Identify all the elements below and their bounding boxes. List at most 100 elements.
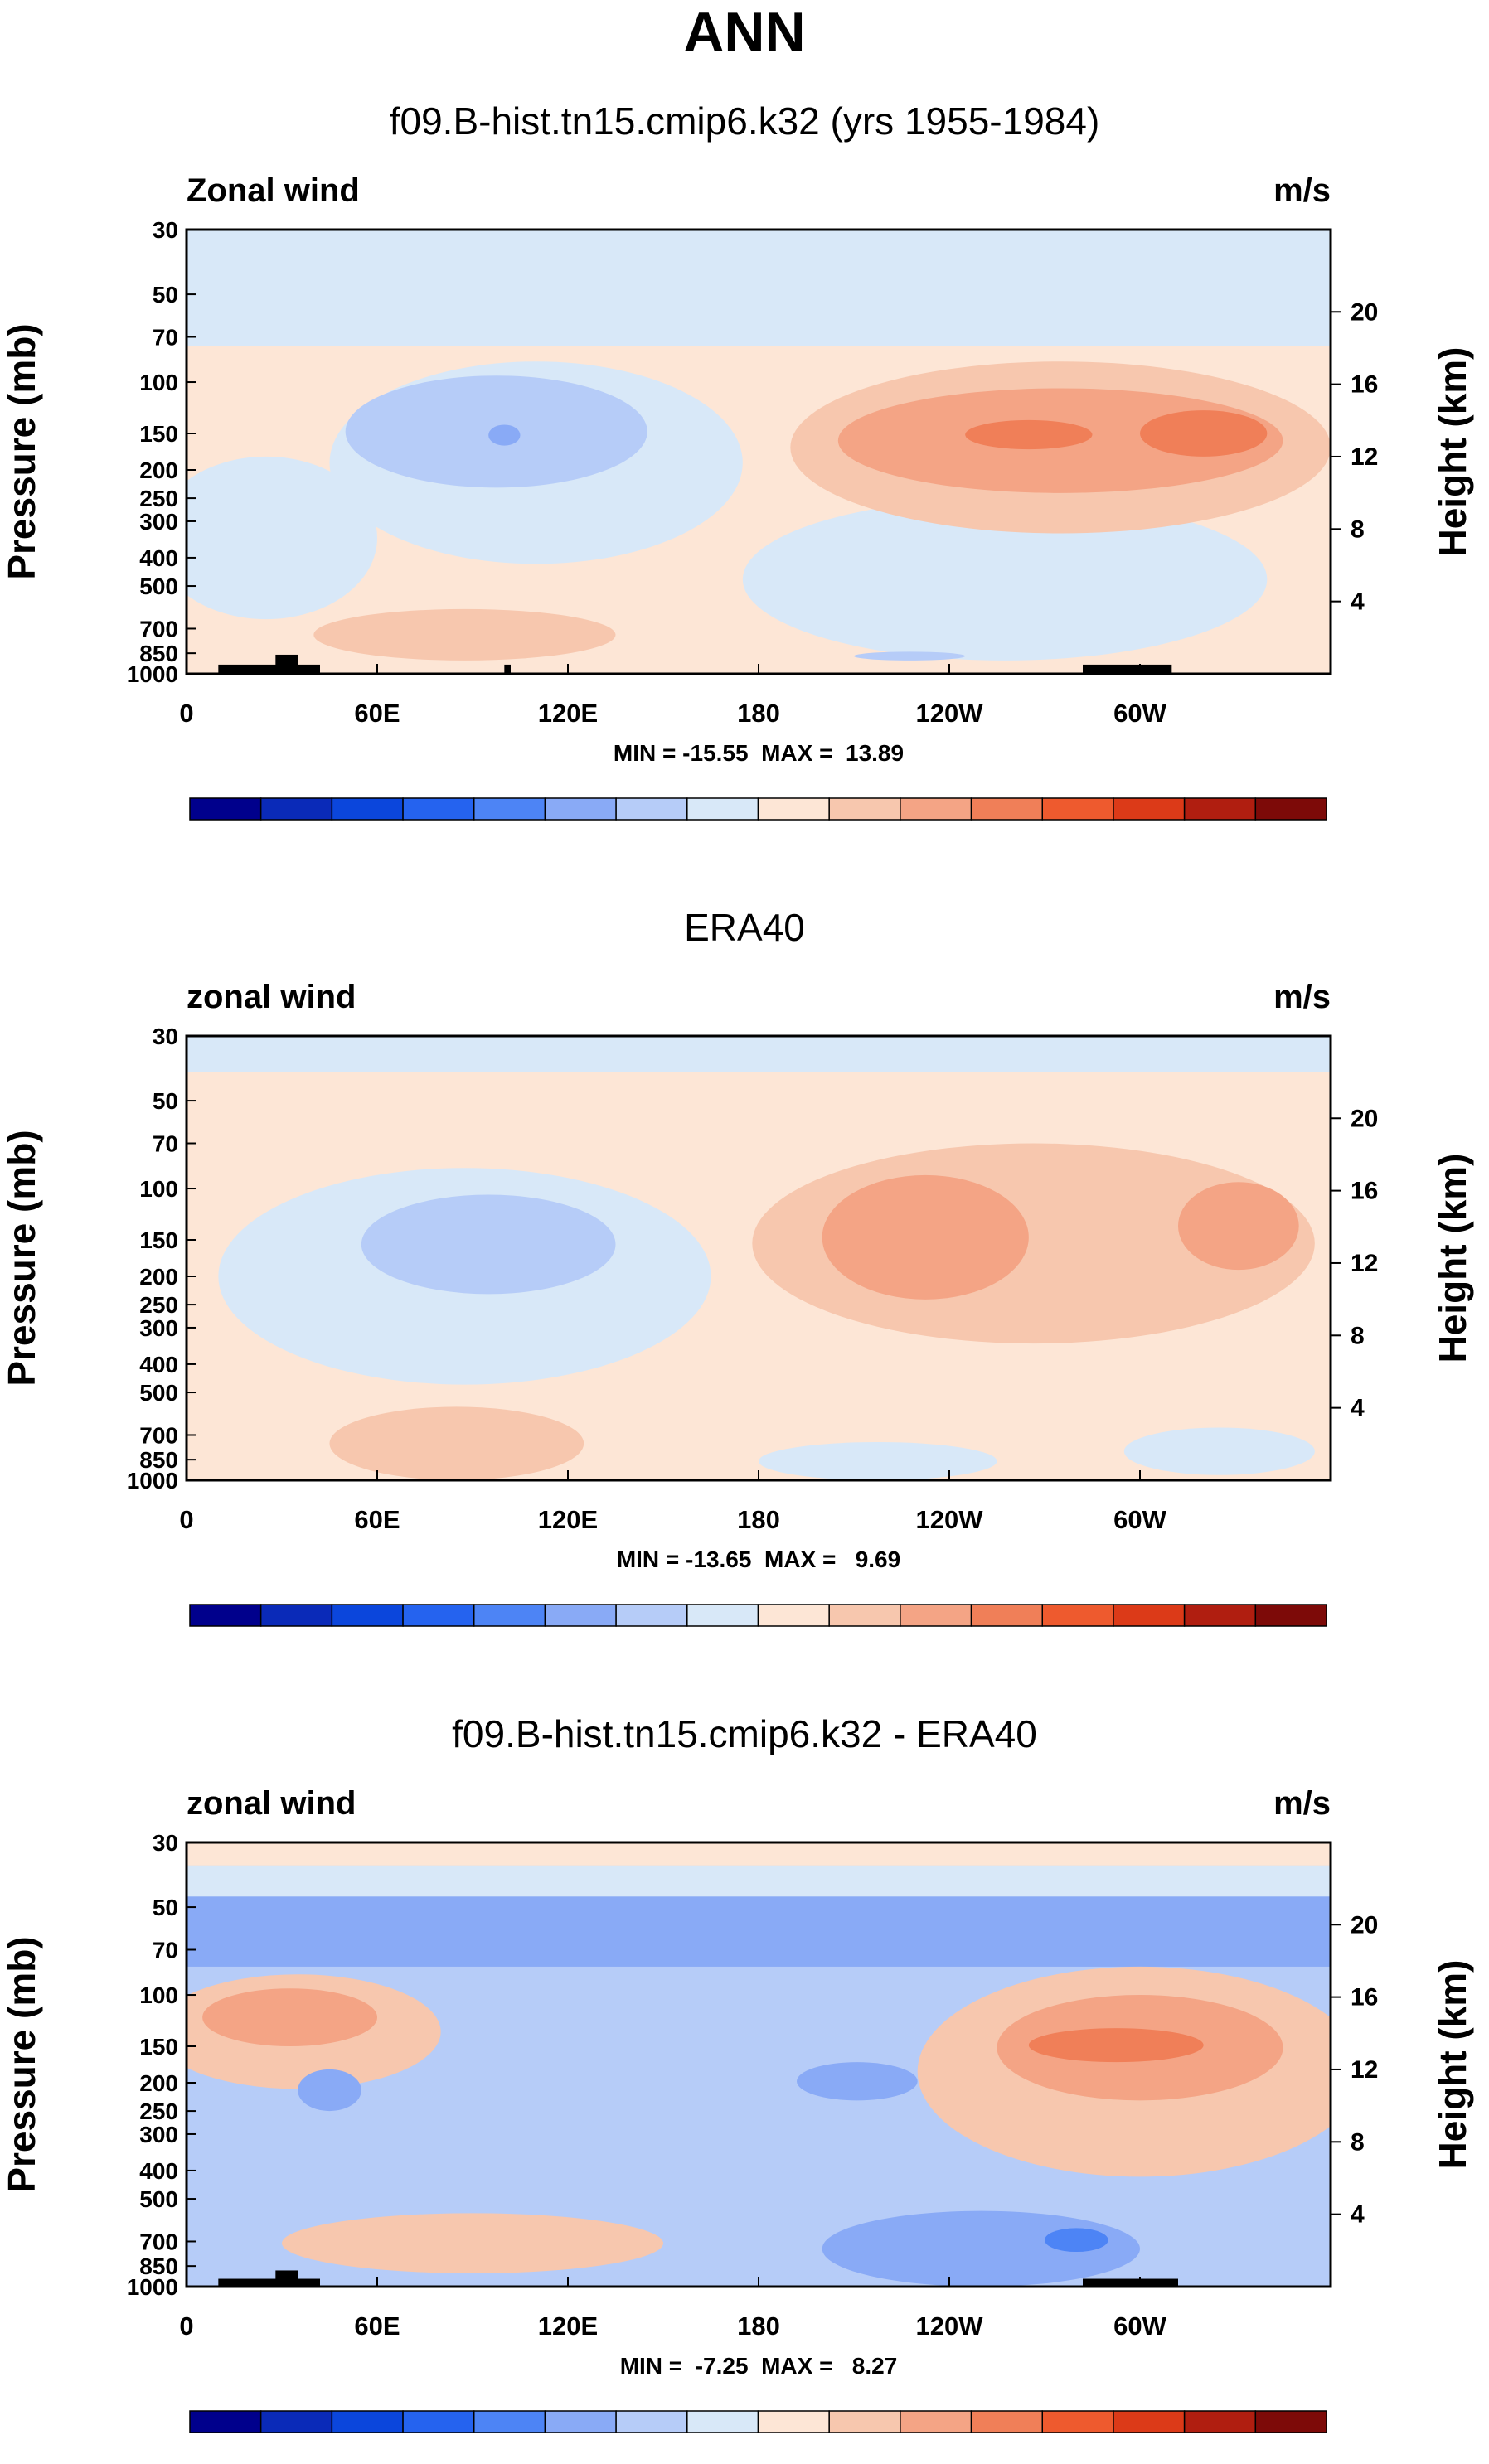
colorbar-swatch bbox=[473, 2410, 546, 2433]
colorbar-swatch bbox=[331, 1604, 404, 1627]
contour-region bbox=[202, 1988, 377, 2047]
y-tick-label: 250 bbox=[139, 486, 178, 511]
contour-region bbox=[759, 1441, 997, 1480]
contour-region bbox=[965, 419, 1093, 450]
y-tick-label: 700 bbox=[139, 1422, 178, 1448]
x-tick-label: 60E bbox=[354, 699, 400, 728]
colorbar-swatch bbox=[259, 2410, 333, 2433]
contour-region bbox=[1045, 2228, 1108, 2253]
x-tick-label: 60W bbox=[1113, 699, 1166, 728]
y-tick-label: 50 bbox=[153, 1088, 178, 1114]
contour-region bbox=[1140, 410, 1268, 457]
contour-region bbox=[187, 1896, 1331, 1967]
contour-region bbox=[742, 498, 1268, 661]
colorbar-swatch bbox=[544, 797, 617, 821]
panel-era40: ERA40 zonal wind m/s 30 50 70 100 150 200 250 300… bbox=[0, 806, 1489, 1635]
y-tick-label: 30 bbox=[153, 1830, 178, 1856]
y-right-tick-label: 8 bbox=[1351, 1322, 1365, 1349]
x-tick-label: 120E bbox=[538, 1505, 598, 1534]
contour-region bbox=[313, 608, 616, 661]
y-tick-label: 700 bbox=[139, 2229, 178, 2254]
contour-region bbox=[329, 1406, 584, 1480]
contour-region bbox=[282, 2213, 663, 2273]
panel-title: f09.B-hist.tn15.cmip6.k32 (yrs 1955-1984… bbox=[389, 99, 1100, 143]
contour-region bbox=[361, 1194, 616, 1295]
y-tick-label: 1000 bbox=[127, 1468, 178, 1493]
y-tick-label: 150 bbox=[139, 2034, 178, 2060]
colorbar-swatch bbox=[331, 2410, 404, 2433]
colorbar-swatch bbox=[189, 1604, 262, 1627]
colorbar-swatch bbox=[970, 797, 1043, 821]
y-right-tick-label: 4 bbox=[1351, 588, 1365, 616]
y-tick-label: 30 bbox=[153, 1024, 178, 1049]
y-tick-label: 200 bbox=[139, 2070, 178, 2096]
y-tick-label: 850 bbox=[139, 1447, 178, 1473]
x-tick-label: 60W bbox=[1113, 1505, 1166, 1534]
y-right-tick-label: 12 bbox=[1351, 1250, 1378, 1277]
variable-label: zonal wind bbox=[187, 1785, 356, 1822]
x-tick-label: 60E bbox=[354, 1505, 400, 1534]
x-tick-label: 180 bbox=[737, 699, 780, 728]
colorbar-swatch bbox=[331, 797, 404, 821]
units-label: m/s bbox=[1273, 1785, 1331, 1822]
contour-region bbox=[187, 456, 377, 620]
topography-marker bbox=[218, 664, 320, 674]
y-tick-label: 300 bbox=[139, 1315, 178, 1341]
main-title: ANN bbox=[683, 1, 806, 64]
contour-region bbox=[488, 424, 521, 446]
units-label: m/s bbox=[1273, 172, 1331, 209]
topography-marker bbox=[1083, 2278, 1178, 2287]
y-tick-label: 300 bbox=[139, 509, 178, 535]
y-right-tick-label: 12 bbox=[1351, 2056, 1378, 2084]
y-tick-label: 400 bbox=[139, 545, 178, 571]
contour-region bbox=[298, 2069, 361, 2112]
contour-field bbox=[187, 230, 1331, 674]
y-right-tick-label: 16 bbox=[1351, 371, 1378, 399]
colorbar-swatch bbox=[615, 2410, 688, 2433]
colorbar-swatch bbox=[970, 2410, 1043, 2433]
colorbar-swatch bbox=[1041, 797, 1114, 821]
contour-region bbox=[854, 651, 966, 661]
y-right-tick-label: 8 bbox=[1351, 516, 1365, 543]
y-axis-title: Pressure (mb) bbox=[0, 1130, 43, 1386]
topography-marker bbox=[1083, 664, 1172, 674]
colorbar-swatch bbox=[259, 1604, 333, 1627]
y-tick-label: 200 bbox=[139, 1264, 178, 1290]
y-tick-label: 100 bbox=[139, 1982, 178, 2008]
x-tick-label: 120E bbox=[538, 2312, 598, 2341]
contour-region bbox=[822, 1174, 1029, 1300]
y-right-tick-label: 20 bbox=[1351, 298, 1378, 326]
panel-title: f09.B-hist.tn15.cmip6.k32 - ERA40 bbox=[452, 1712, 1037, 1755]
y-tick-label: 200 bbox=[139, 457, 178, 483]
y-tick-label: 70 bbox=[153, 1131, 178, 1157]
colorbar-swatch bbox=[473, 797, 546, 821]
y-tick-label: 500 bbox=[139, 1380, 178, 1406]
y-tick-label: 70 bbox=[153, 325, 178, 351]
x-tick-label: 180 bbox=[737, 2312, 780, 2341]
panel-title: ERA40 bbox=[684, 906, 805, 949]
panel-model: f09.B-hist.tn15.cmip6.k32 (yrs 1955-1984… bbox=[0, 0, 1489, 829]
topography-marker bbox=[218, 2278, 320, 2287]
x-tick-label: 120W bbox=[916, 2312, 984, 2341]
x-tick-label: 60W bbox=[1113, 2312, 1166, 2341]
colorbar-swatch bbox=[686, 2410, 759, 2433]
y-tick-label: 100 bbox=[139, 370, 178, 395]
contour-field bbox=[187, 1842, 1331, 2287]
colorbar-swatch bbox=[1183, 797, 1257, 821]
colorbar-swatch bbox=[1041, 2410, 1114, 2433]
y-tick-label: 50 bbox=[153, 1895, 178, 1920]
y-right-tick-label: 16 bbox=[1351, 1178, 1378, 1205]
contour-region bbox=[187, 1036, 1331, 1072]
colorbar-swatch bbox=[1113, 797, 1186, 821]
colorbar-swatch bbox=[189, 2410, 262, 2433]
y-tick-label: 500 bbox=[139, 574, 178, 599]
y-tick-label: 100 bbox=[139, 1176, 178, 1202]
y-tick-label: 700 bbox=[139, 616, 178, 641]
colorbar-swatch bbox=[402, 2410, 475, 2433]
y-tick-label: 850 bbox=[139, 641, 178, 666]
y-right-axis-title: Height (km) bbox=[1431, 1154, 1474, 1363]
colorbar-swatch bbox=[189, 797, 262, 821]
y-axis-title: Pressure (mb) bbox=[0, 1936, 43, 2192]
y-right-tick-label: 8 bbox=[1351, 2128, 1365, 2156]
x-tick-label: 0 bbox=[179, 2312, 193, 2341]
